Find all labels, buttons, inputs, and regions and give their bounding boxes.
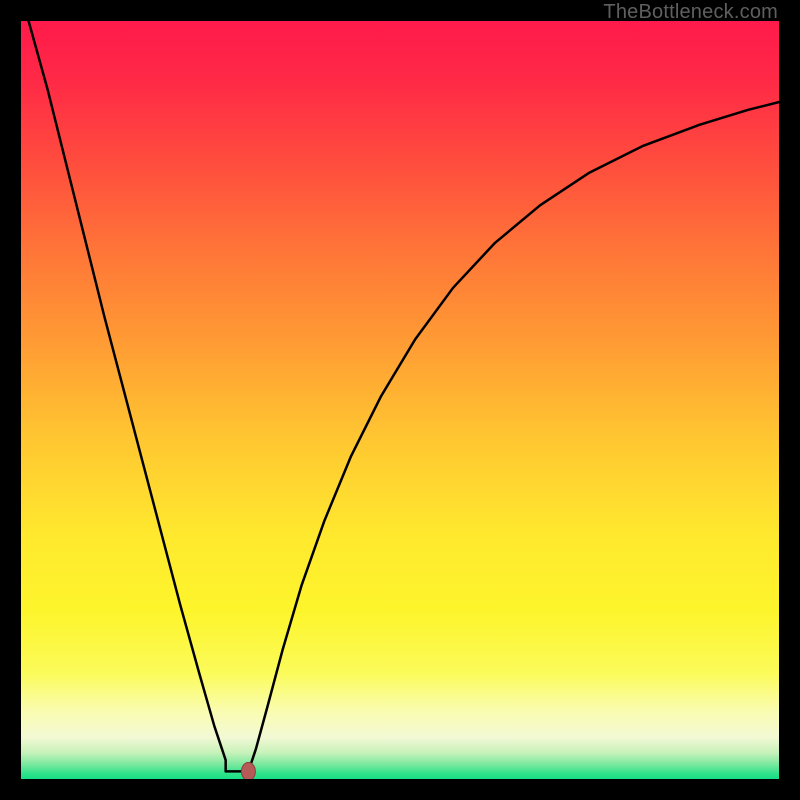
gradient-background: [21, 21, 779, 779]
chart-container: { "watermark": { "text": "TheBottleneck.…: [0, 0, 800, 800]
plot-area: [21, 21, 779, 779]
chart-svg: [21, 21, 779, 779]
optimum-marker: [241, 762, 255, 779]
